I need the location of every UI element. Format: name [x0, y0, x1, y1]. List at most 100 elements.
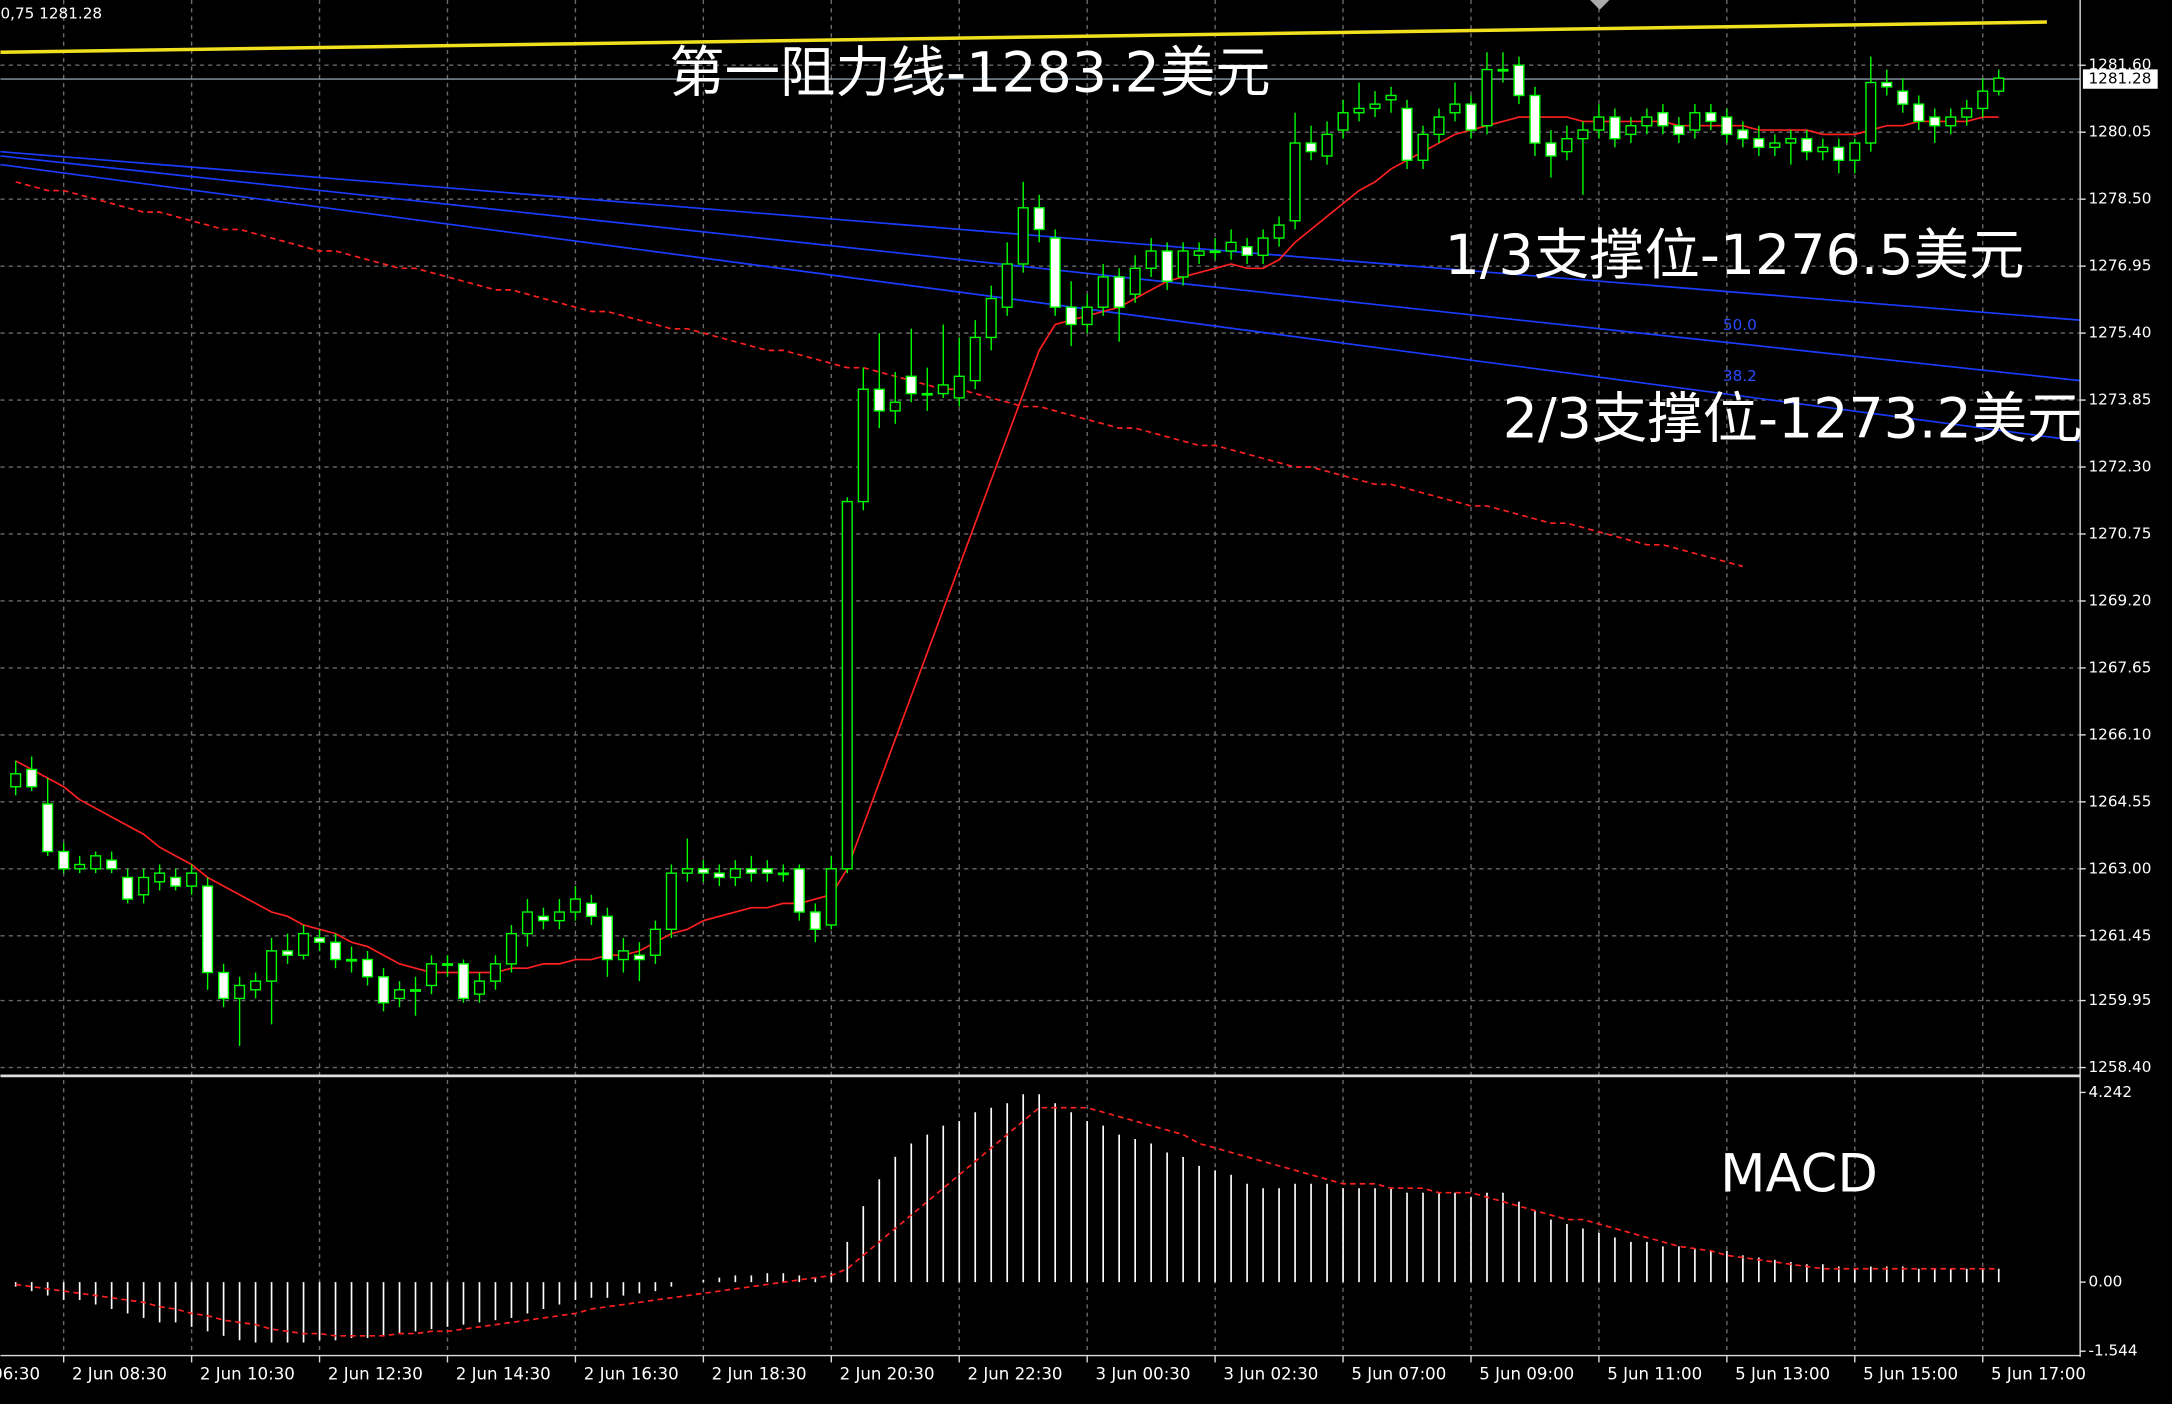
y-tick-label: 1280.05 [2088, 123, 2151, 141]
x-tick-label: 5 Jun 11:00 [1607, 1364, 1702, 1383]
header-info: 0,75 1281.28 [0, 4, 102, 22]
candle-body [1737, 129, 1749, 140]
candle-body [250, 980, 262, 991]
candle-body [1529, 94, 1541, 144]
x-tick-label: 2 Jun 14:30 [456, 1364, 551, 1383]
candle-body [170, 876, 182, 887]
x-tick-label: 5 Jun 07:00 [1351, 1364, 1446, 1383]
x-tick-label: 5 Jun 09:00 [1479, 1364, 1574, 1383]
x-tick-label: 2 Jun 08:30 [72, 1364, 167, 1383]
candle-body [234, 984, 246, 1000]
candle-body [1961, 107, 1973, 118]
candle-body [697, 868, 709, 874]
candle-body [1385, 94, 1397, 101]
candle-body [1225, 241, 1237, 252]
candle-body [905, 375, 917, 395]
candle-body [345, 958, 358, 962]
y-tick-label: 1266.10 [2088, 725, 2151, 743]
candle-body [1353, 107, 1365, 114]
candle-body [649, 928, 661, 956]
candle-body [1241, 245, 1253, 257]
axes: 1281.60 1280.05 1278.50 1276.95 1275.40 1273.… [62, 56, 2158, 1383]
y-tick-label: 1269.20 [2088, 591, 2151, 609]
candle-body [825, 868, 837, 926]
candle-body [713, 872, 725, 879]
y-tick-label: -1.544 [2088, 1342, 2137, 1360]
candle-body [1161, 250, 1173, 282]
candle-body [282, 950, 294, 956]
y-tick-label: 1264.55 [2088, 792, 2151, 810]
candle-body [1945, 116, 1957, 127]
candle-body [889, 401, 901, 412]
candle-body [1033, 207, 1045, 231]
candle-body [857, 388, 869, 503]
y-tick-label: 1281.60 [2088, 56, 2151, 74]
candle-body [441, 963, 454, 966]
candle-body [1449, 103, 1461, 114]
candle-body [74, 863, 86, 870]
candle-body [1545, 142, 1557, 157]
macd-panel [14, 1094, 2000, 1343]
candle-body [90, 855, 102, 870]
candle-body [985, 297, 997, 339]
candle-body [1577, 129, 1589, 140]
candle-body [1129, 267, 1141, 295]
candle-body [202, 885, 214, 974]
x-tick-label: 2 Jun 22:30 [968, 1364, 1063, 1383]
candle-body [1001, 263, 1013, 308]
candle-body [553, 911, 565, 922]
candle-body [1641, 116, 1653, 127]
candle-body [1865, 81, 1877, 144]
candle-body [1177, 250, 1189, 278]
candle-body [809, 911, 821, 930]
candle-body [1065, 306, 1077, 326]
candle-body [138, 876, 150, 896]
candle-body [314, 937, 326, 943]
macd-title: MACD [1720, 1144, 1878, 1205]
trendline [0, 20, 2047, 55]
candle-body [1833, 146, 1845, 161]
candle-body [505, 932, 517, 965]
candle-body [1289, 142, 1301, 222]
candle-body [953, 375, 965, 399]
candle-body [537, 915, 549, 922]
candle-body [665, 872, 677, 930]
candle-body [1657, 112, 1669, 127]
candle-body [218, 971, 230, 1000]
support-annotation: 1/3支撑位-1276.5美元 [1445, 224, 2025, 288]
x-tick-label: 06:30 [0, 1364, 40, 1383]
candle-body [1145, 250, 1157, 269]
candle-body [585, 902, 597, 918]
candle-body [377, 976, 390, 1004]
candle-body [1673, 125, 1685, 136]
candle-body [473, 980, 486, 995]
candle-body [1993, 77, 2005, 92]
candle-body [1881, 81, 1893, 88]
candle-body [1257, 237, 1269, 257]
candle-body [1049, 237, 1061, 308]
candle-body [681, 868, 693, 874]
candle-body [1481, 68, 1493, 127]
candle-body [1801, 137, 1813, 153]
candle-body [1321, 133, 1333, 157]
candle-body [1209, 250, 1221, 254]
candle-body [633, 954, 645, 961]
y-tick-label: 4.242 [2088, 1083, 2132, 1101]
x-tick-label: 2 Jun 10:30 [200, 1364, 295, 1383]
candle-body [1705, 112, 1717, 123]
fib-label: 50.0 [1723, 316, 1757, 334]
y-tick-label: 1263.00 [2088, 859, 2151, 877]
marker-arrow [1590, 0, 1610, 10]
trendline [0, 150, 2081, 321]
candle-body [921, 392, 933, 396]
y-tick-label: 1272.30 [2088, 458, 2151, 476]
candle-body [617, 950, 629, 961]
candle-body [106, 859, 118, 870]
candle-body [793, 868, 805, 913]
y-tick-label: 1267.65 [2088, 658, 2151, 676]
x-tick-label: 5 Jun 15:00 [1863, 1364, 1958, 1383]
candle-body [1609, 116, 1621, 140]
candle-body [521, 911, 533, 935]
candle-body [393, 989, 406, 1000]
